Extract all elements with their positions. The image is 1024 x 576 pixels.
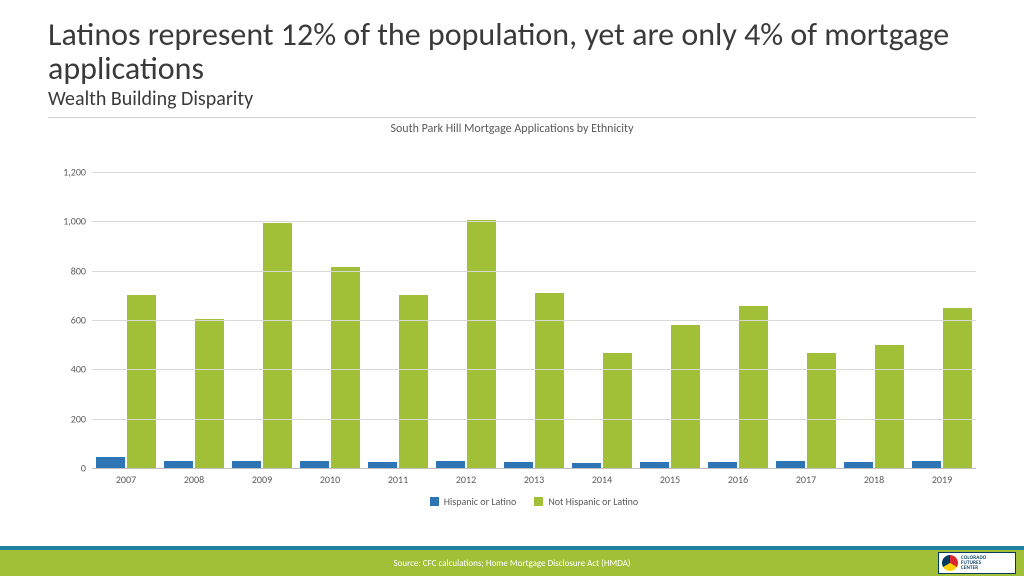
slide: Latinos represent 12% of the population,… xyxy=(0,0,1024,576)
x-tick-label: 2009 xyxy=(228,473,296,486)
x-tick-label: 2007 xyxy=(92,473,160,486)
bar xyxy=(263,223,292,468)
legend-item: Not Hispanic or Latino xyxy=(534,495,638,508)
bar xyxy=(399,295,428,468)
logo: COLORADOFUTURESCENTER xyxy=(938,552,1016,574)
x-tick-label: 2013 xyxy=(500,473,568,486)
bar xyxy=(807,353,836,468)
bar xyxy=(739,306,768,468)
logo-text: COLORADOFUTURESCENTER xyxy=(961,556,986,571)
footer-main-bar: Source: CFC calculations; Home Mortgage … xyxy=(0,550,1024,576)
x-tick-label: 2017 xyxy=(772,473,840,486)
x-tick-label: 2019 xyxy=(908,473,976,486)
footer-source: Source: CFC calculations; Home Mortgage … xyxy=(393,558,630,569)
x-tick-label: 2018 xyxy=(840,473,908,486)
x-tick-label: 2014 xyxy=(568,473,636,486)
bar xyxy=(671,325,700,468)
bar xyxy=(603,353,632,468)
grid-line xyxy=(92,320,976,321)
title-block: Latinos represent 12% of the population,… xyxy=(0,0,1024,111)
legend: Hispanic or Latino Not Hispanic or Latino xyxy=(92,495,976,508)
grid-line xyxy=(92,271,976,272)
x-tick-label: 2016 xyxy=(704,473,772,486)
bar xyxy=(912,461,941,468)
plot-area: 02004006008001,0001,200 xyxy=(92,172,976,468)
bar xyxy=(164,461,193,468)
grid-line xyxy=(92,172,976,173)
bar xyxy=(96,457,125,468)
y-tick-label: 400 xyxy=(71,363,92,376)
grid-line xyxy=(92,369,976,370)
grid-line xyxy=(92,419,976,420)
bar xyxy=(875,345,904,468)
chart: 02004006008001,0001,200 2007200820092010… xyxy=(48,172,976,514)
y-tick-label: 0 xyxy=(81,462,92,475)
x-tick-label: 2012 xyxy=(432,473,500,486)
bar xyxy=(195,319,224,468)
grid-line xyxy=(92,221,976,222)
x-tick-label: 2011 xyxy=(364,473,432,486)
logo-icon xyxy=(942,555,958,571)
x-tick-label: 2015 xyxy=(636,473,704,486)
page-title: Latinos represent 12% of the population,… xyxy=(48,18,976,85)
bar xyxy=(436,461,465,468)
legend-item: Hispanic or Latino xyxy=(430,495,517,508)
bar xyxy=(467,220,496,468)
legend-label: Not Hispanic or Latino xyxy=(548,495,638,508)
y-tick-label: 600 xyxy=(71,314,92,327)
legend-swatch xyxy=(534,497,543,506)
bar xyxy=(776,461,805,468)
chart-title: South Park Hill Mortgage Applications by… xyxy=(0,122,1024,136)
y-tick-label: 1,200 xyxy=(63,166,92,179)
bar xyxy=(300,461,329,468)
legend-label: Hispanic or Latino xyxy=(444,495,517,508)
bar xyxy=(943,308,972,468)
title-divider xyxy=(48,117,976,118)
x-tick-label: 2008 xyxy=(160,473,228,486)
y-tick-label: 200 xyxy=(71,412,92,425)
y-tick-label: 800 xyxy=(71,264,92,277)
page-subtitle: Wealth Building Disparity xyxy=(48,87,976,111)
bar xyxy=(232,461,261,468)
bar xyxy=(127,295,156,468)
y-tick-label: 1,000 xyxy=(63,215,92,228)
legend-swatch xyxy=(430,497,439,506)
footer: Source: CFC calculations; Home Mortgage … xyxy=(0,546,1024,576)
bar xyxy=(331,267,360,468)
grid-line xyxy=(92,468,976,469)
x-axis-labels: 2007200820092010201120122013201420152016… xyxy=(92,473,976,486)
x-tick-label: 2010 xyxy=(296,473,364,486)
